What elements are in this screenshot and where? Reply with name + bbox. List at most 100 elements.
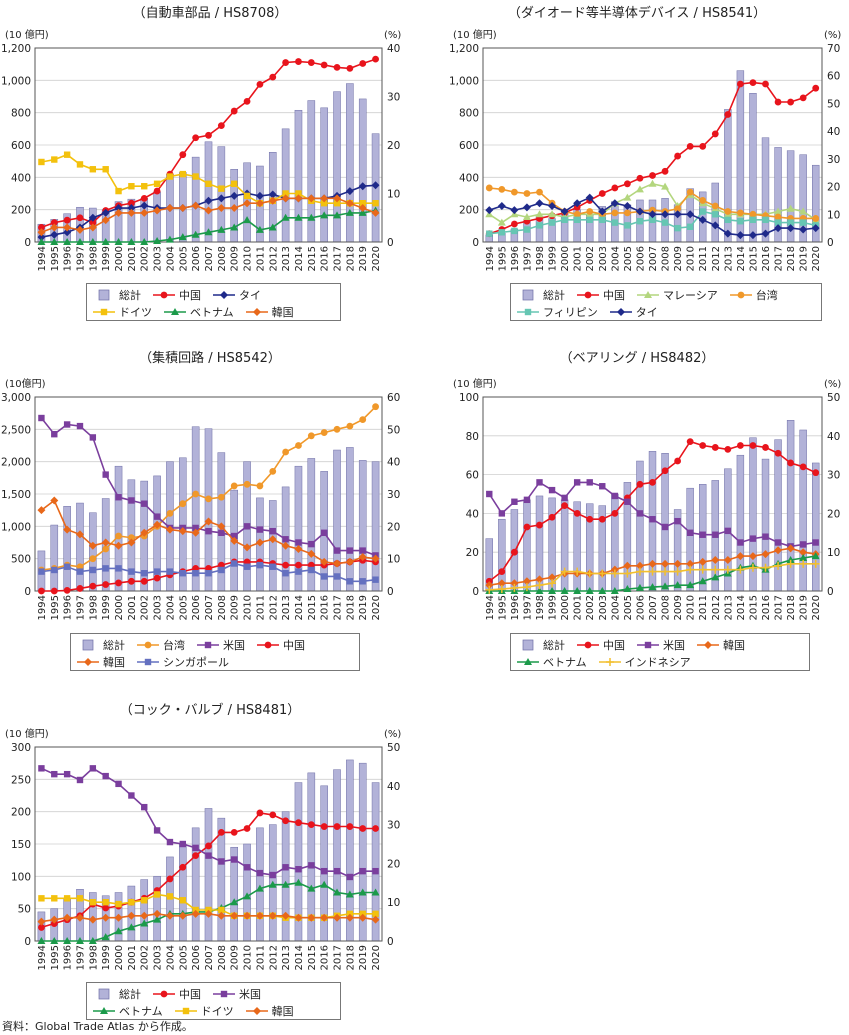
left-tick-label: 0	[472, 586, 479, 598]
legend-label: 総計	[543, 638, 565, 652]
right-tick-label: 50	[387, 424, 400, 436]
point-china	[623, 180, 631, 188]
x-tick-label: 2019	[358, 595, 369, 620]
x-tick-label: 1998	[535, 595, 546, 620]
point-china	[561, 502, 569, 510]
right-tick-label: 10	[827, 547, 840, 559]
point-china	[346, 64, 354, 72]
point-vietnam	[230, 223, 239, 231]
legend-item-taiwan: 台湾	[729, 286, 778, 303]
x-tick-label: 2019	[799, 246, 810, 271]
point-korea	[153, 520, 162, 529]
plot-frame	[482, 47, 823, 243]
point-china	[498, 568, 506, 575]
point-indonesia	[723, 565, 732, 574]
point-vietnam	[127, 923, 136, 931]
left-tick-label: 60	[466, 470, 479, 482]
point-vietnam	[153, 915, 162, 923]
right-tick-label: 30	[387, 489, 400, 501]
legend-item-total: 総計	[93, 286, 141, 303]
point-korea	[485, 581, 494, 590]
point-usa	[573, 479, 581, 486]
point-korea	[127, 208, 136, 217]
x-tick-label: 2010	[686, 595, 697, 620]
point-philippines	[649, 216, 656, 224]
right-tick-label: 30	[387, 820, 400, 832]
point-singapore	[192, 570, 199, 577]
point-korea	[37, 917, 46, 926]
legend-swatch	[164, 306, 186, 318]
point-korea	[307, 549, 316, 558]
bar-total	[204, 808, 213, 942]
legend-label: 総計	[119, 987, 141, 1001]
x-tick-label: 2008	[217, 246, 228, 271]
point-korea	[50, 915, 59, 924]
point-philippines	[611, 219, 619, 226]
point-china	[38, 587, 45, 595]
point-china	[598, 515, 606, 523]
point-china	[711, 444, 719, 451]
x-tick-label: 2006	[635, 595, 646, 620]
point-usa	[762, 533, 769, 540]
left-tick-label: 1,000	[1, 521, 31, 533]
x-tick-label: 2019	[799, 595, 810, 620]
point-thailand	[623, 201, 632, 210]
point-germany	[63, 151, 71, 158]
point-thailand	[698, 215, 707, 224]
legend-swatch	[245, 306, 268, 318]
point-china	[749, 79, 757, 87]
point-taiwan	[243, 480, 251, 488]
point-usa	[153, 513, 161, 520]
point-singapore	[256, 561, 264, 569]
bar-total	[204, 141, 213, 243]
point-usa	[179, 840, 186, 848]
point-taiwan	[649, 206, 656, 214]
x-tick-label: 2008	[217, 945, 228, 970]
point-thailand	[127, 204, 136, 213]
point-korea	[510, 579, 519, 588]
point-indonesia	[598, 569, 607, 578]
point-korea	[345, 913, 354, 922]
x-tick-label: 2003	[598, 595, 609, 620]
point-germany	[76, 161, 84, 168]
legend-item-korea: 韓国	[245, 1002, 294, 1019]
source-note: 資料：Global Trade Atlas から作成。	[2, 1020, 193, 1033]
legend-item-germany: ドイツ	[174, 1002, 234, 1019]
point-vietnam	[610, 587, 619, 594]
point-china	[166, 875, 174, 883]
point-usa	[712, 531, 719, 538]
point-singapore	[76, 568, 84, 575]
x-tick-label: 2005	[178, 246, 189, 271]
point-vietnam	[661, 582, 670, 590]
x-tick-label: 2020	[371, 945, 382, 970]
right-tick-label: 10	[387, 554, 400, 566]
left-tick-label: 600	[459, 140, 479, 152]
x-tick-label: 2002	[140, 246, 151, 271]
point-taiwan	[346, 422, 354, 430]
point-china	[812, 469, 820, 477]
point-china	[787, 459, 795, 467]
legend-swatch	[517, 289, 539, 301]
point-indonesia	[698, 565, 707, 574]
point-germany	[372, 910, 379, 918]
point-indonesia	[761, 563, 770, 572]
x-tick-label: 2018	[345, 595, 356, 620]
point-philippines	[586, 216, 593, 224]
point-usa	[218, 529, 225, 536]
point-thailand	[510, 206, 519, 215]
point-vietnam	[114, 927, 123, 935]
point-thailand	[635, 207, 644, 216]
legend-marker	[252, 307, 261, 316]
x-tick-label: 2015	[748, 246, 759, 271]
point-china	[307, 59, 315, 66]
point-china	[661, 167, 669, 175]
x-tick-label: 2007	[204, 246, 215, 271]
legend-item-germany: ドイツ	[93, 303, 152, 320]
legend-marker	[704, 640, 712, 649]
point-taiwan	[498, 185, 506, 193]
x-tick-label: 1999	[548, 246, 559, 271]
point-korea	[294, 913, 303, 922]
point-singapore	[141, 570, 148, 577]
point-philippines	[686, 223, 694, 230]
point-china	[699, 442, 707, 449]
